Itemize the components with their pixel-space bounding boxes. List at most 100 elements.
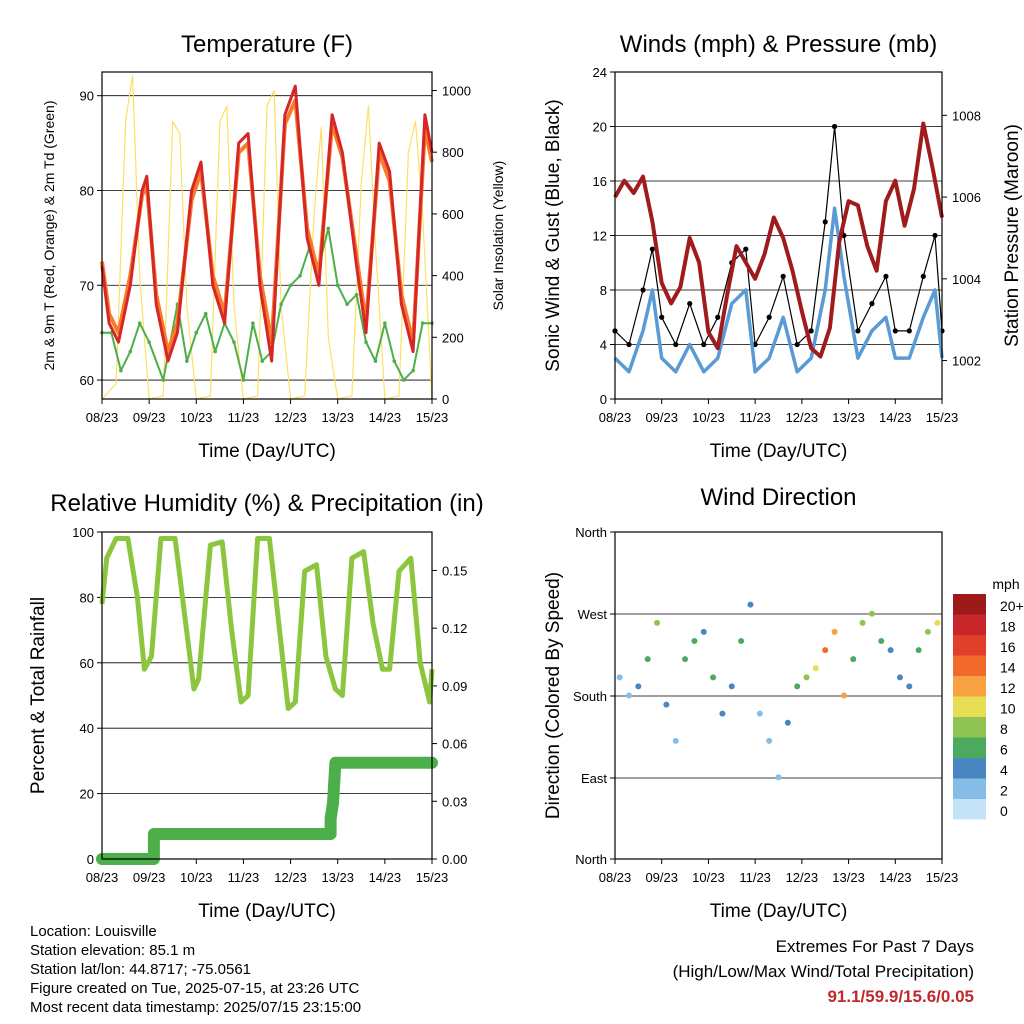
x-tick-label: 13/23: [832, 870, 865, 885]
data-point: [279, 302, 283, 307]
direction-point: [672, 737, 679, 744]
chart-title: Wind Direction: [700, 484, 856, 511]
data-point: [194, 330, 199, 335]
direction-point: [756, 710, 763, 717]
data-point: [364, 340, 368, 344]
series-line: [101, 74, 433, 400]
chart-title: Temperature (F): [181, 31, 353, 58]
direction-point: [654, 619, 661, 626]
direction-point: [934, 619, 941, 626]
data-point: [326, 226, 331, 231]
x-tick-label: 09/23: [133, 870, 166, 885]
x-tick-label: 14/23: [879, 410, 912, 425]
y2-tick-label: 1000: [442, 84, 471, 99]
x-axis-label: Time (Day/UTC): [710, 441, 848, 462]
data-point: [185, 359, 189, 363]
data-point: [161, 378, 166, 382]
y2-tick-label: 0.00: [442, 852, 467, 867]
data-point: [420, 321, 425, 325]
direction-point: [635, 683, 642, 690]
direction-point: [906, 683, 913, 690]
elevation-text: Station elevation: 85.1 m: [30, 942, 196, 959]
colorbar-title: mph: [992, 576, 1019, 592]
x-tick-label: 14/23: [369, 870, 402, 885]
y2-tick-label: 0.09: [442, 679, 467, 694]
extremes-subtitle: (High/Low/Max Wind/Total Precipitation): [672, 962, 974, 981]
y-tick-label: 8: [600, 283, 607, 298]
latlon-text: Station lat/lon: 44.8717; -75.0561: [30, 961, 252, 978]
direction-point: [915, 647, 922, 654]
y2-tick-label: 0.12: [442, 621, 467, 636]
colorbar-label: 2: [1000, 783, 1008, 799]
y-tick-label: East: [581, 771, 607, 786]
speed-colorbar: mph 20+ 18 16 14 12 10 8 6 4 2 0: [953, 576, 1024, 820]
x-tick-label: 10/23: [180, 410, 213, 425]
y2-tick-label: 0.06: [442, 737, 467, 752]
direction-point: [700, 628, 707, 635]
direction-point: [691, 638, 698, 644]
x-tick-label: 11/23: [739, 870, 771, 885]
direction-point: [784, 719, 791, 726]
direction-point: [626, 692, 633, 699]
colorbar-label: 12: [1000, 680, 1016, 696]
colorbar-swatch: [953, 614, 986, 635]
colorbar-swatch: [953, 696, 986, 717]
direction-point: [896, 674, 903, 681]
created-text: Figure created on Tue, 2025-07-15, at 23…: [30, 980, 360, 997]
colorbar-swatch: [953, 655, 986, 676]
direction-point: [616, 674, 623, 681]
y2-tick-label: 0.03: [442, 794, 467, 809]
direction-point: [794, 683, 801, 690]
y2-axis-label: Station Pressure (Maroon): [1002, 124, 1023, 347]
y-tick-label: 80: [80, 590, 94, 605]
direction-point: [719, 710, 726, 717]
extremes-values: 91.1/59.9/15.6/0.05: [827, 987, 974, 1006]
x-tick-label: 15/23: [416, 870, 449, 885]
plot-frame: [614, 71, 943, 400]
colorbar-label: 10: [1000, 701, 1016, 717]
x-tick-label: 08/23: [86, 870, 119, 885]
direction-point: [738, 638, 745, 644]
colorbar-label: 14: [1000, 660, 1016, 676]
y2-tick-label: 0.15: [442, 563, 467, 578]
colorbar-swatch: [953, 676, 986, 697]
y-tick-label: 90: [80, 89, 94, 104]
station-info: Location: Louisville Station elevation: …: [30, 922, 361, 1017]
y2-tick-label: 800: [442, 145, 464, 160]
y-axis-label: Sonic Wind & Gust (Blue, Black): [543, 99, 564, 371]
colorbar-swatch: [953, 799, 986, 820]
data-point: [137, 321, 142, 325]
panel-3: Relative Humidity (%) & Precipitation (i…: [28, 490, 484, 922]
data-point: [260, 359, 265, 363]
x-tick-label: 11/23: [228, 870, 260, 885]
direction-point: [710, 674, 717, 681]
y-tick-label: 20: [80, 787, 94, 802]
y2-tick-label: 600: [442, 207, 464, 222]
y-tick-label: 20: [593, 120, 607, 135]
data-point: [392, 359, 397, 363]
x-tick-label: 09/23: [133, 410, 166, 425]
data-point: [345, 302, 349, 307]
y-tick-label: 0: [600, 392, 607, 407]
data-point: [147, 340, 151, 344]
data-point: [241, 378, 246, 382]
colorbar-swatch: [953, 778, 986, 799]
x-tick-label: 08/23: [599, 870, 632, 885]
direction-point: [887, 647, 894, 654]
colorbar-swatch: [953, 594, 986, 615]
x-tick-label: 12/23: [786, 410, 819, 425]
colorbar-label: 0: [1000, 803, 1008, 819]
precip-line: [96, 756, 438, 865]
series-line: [613, 206, 944, 374]
recent-timestamp-text: Most recent data timestamp: 2025/07/15 2…: [30, 999, 362, 1016]
direction-point: [831, 628, 838, 635]
colorbar-swatch: [953, 758, 986, 779]
x-tick-label: 14/23: [369, 410, 402, 425]
direction-point: [728, 683, 735, 690]
y-tick-label: 12: [593, 229, 607, 244]
panel-4: Wind Direction North East South West North 08/…: [543, 484, 958, 922]
data-point: [251, 321, 255, 325]
x-tick-label: 13/23: [321, 870, 354, 885]
data-point: [288, 283, 293, 288]
